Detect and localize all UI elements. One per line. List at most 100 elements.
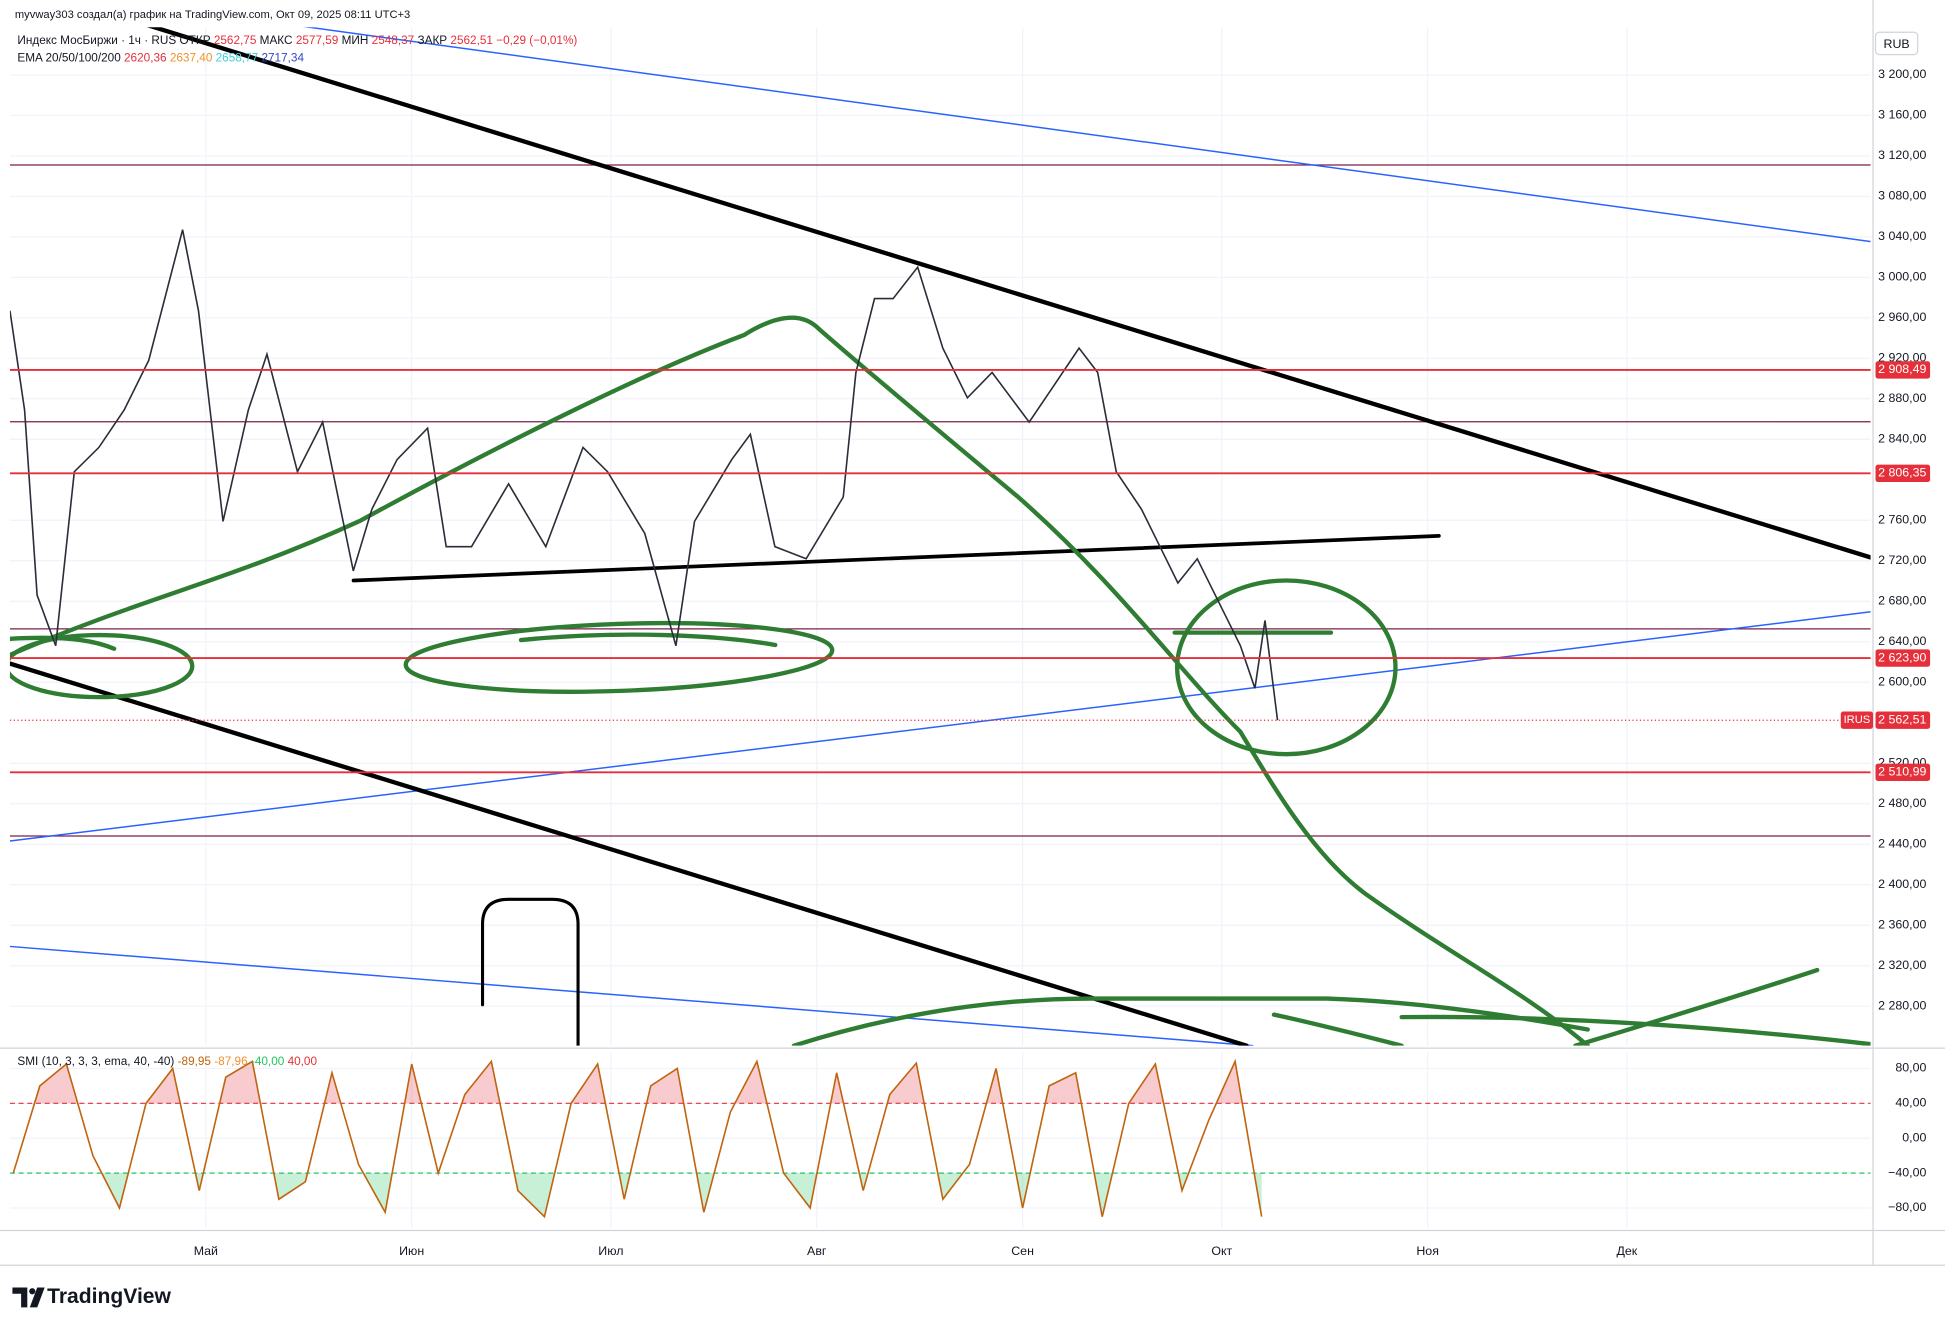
logo-icon [29, 1288, 36, 1295]
legend-label: ОТКР [180, 34, 211, 47]
y-tick-label: 3 120,00 [1878, 148, 1926, 162]
drawing [518, 632, 778, 648]
y-tick-label: 0,00 [1902, 1130, 1926, 1144]
y-tick-label: 2 280,00 [1878, 998, 1926, 1012]
legend-value: 2577,59 [296, 34, 339, 47]
y-tick-label: 2 960,00 [1878, 310, 1926, 324]
logo: TradingView [12, 1285, 172, 1308]
last-price-label: 2 562,51 [1878, 712, 1926, 726]
band-fill [13, 1061, 1262, 1104]
author-line: myvway303 создал(а) график на TradingVie… [15, 9, 410, 21]
series-group [9, 229, 1279, 721]
y-tick-label: 2 880,00 [1878, 391, 1926, 405]
legend-value: 2620,36 [124, 51, 167, 64]
legend: Индекс МосБиржи · 1ч · RUS ОТКР 2562,75 … [17, 34, 577, 47]
y-tick-label: 3 080,00 [1878, 189, 1926, 203]
drawing [480, 897, 580, 1046]
y-tick-label: 80,00 [1895, 1061, 1926, 1075]
y-tick-label: 2 440,00 [1878, 836, 1926, 850]
legend-value: 40,00 [288, 1055, 318, 1068]
trend-line [9, 611, 1871, 842]
y-tick-label: 2 720,00 [1878, 553, 1926, 567]
symbol-tag-box [1840, 711, 1874, 729]
y-tick-label: 2 920,00 [1878, 351, 1926, 365]
price-line [9, 229, 1279, 721]
level-label-box [1875, 464, 1931, 483]
level-label-box [1875, 649, 1931, 667]
drawings [9, 27, 1871, 1046]
drawing [1399, 1014, 1871, 1046]
level-label: 2 623,90 [1878, 650, 1926, 664]
y-tick-label: 2 680,00 [1878, 594, 1926, 608]
drawing [9, 315, 1590, 1046]
legend-value: -87,96 [214, 1055, 248, 1068]
y-tick-label: −40,00 [1888, 1165, 1926, 1179]
legend-value: 2562,51 [450, 34, 493, 47]
y-tick-label: 3 040,00 [1878, 229, 1926, 243]
series-group [9, 1058, 1871, 1219]
x-tick-label: Июл [598, 1244, 623, 1258]
logo-icon [12, 1287, 45, 1308]
legend-value: 2548,37 [372, 34, 415, 47]
x-tick-label: Июн [399, 1244, 424, 1258]
drawing [1573, 967, 1820, 1046]
legend-label: МАКС [260, 34, 293, 47]
trend-line [351, 533, 1441, 583]
x-tick-label: Окт [1211, 1244, 1232, 1258]
y-tick-label: 2 480,00 [1878, 796, 1926, 810]
level-label-box [1875, 763, 1931, 782]
x-tick-label: Сен [1011, 1244, 1034, 1258]
legend-title: EMA 20/50/100/200 [17, 51, 121, 64]
legend: EMA 20/50/100/200 2620,36 2637,40 2658,7… [17, 51, 304, 64]
trend-line [304, 27, 1871, 243]
y-tick-label: 3 160,00 [1878, 108, 1926, 122]
legend-label: ЗАКР [417, 34, 447, 47]
y-tick-label: 2 760,00 [1878, 513, 1926, 527]
legend-title: SMI (10, 3, 3, 3, ema, 40, -40) [17, 1055, 174, 1068]
currency-box[interactable] [1874, 31, 1919, 56]
trend-line [9, 661, 1249, 1046]
symbol-tag: IRUS [1844, 714, 1871, 726]
legend-value: 2637,40 [170, 51, 213, 64]
drawing [9, 632, 195, 700]
drawing [1174, 578, 1398, 757]
band-fill [13, 1173, 1262, 1217]
level-label-box [1875, 361, 1931, 379]
legend: SMI (10, 3, 3, 3, ema, 40, -40) -89,95 -… [17, 1055, 317, 1068]
y-tick-label: 2 360,00 [1878, 917, 1926, 931]
legend-value: -89,95 [178, 1055, 212, 1068]
y-tick-label: 3 200,00 [1878, 67, 1926, 81]
level-label: 2 806,35 [1878, 466, 1926, 480]
x-tick-label: Дек [1616, 1244, 1637, 1258]
drawing [1271, 1012, 1404, 1046]
y-tick-label: 3 000,00 [1878, 270, 1926, 284]
legend-title: Индекс МосБиржи · 1ч · RUS [17, 34, 176, 47]
price-line [12, 1058, 1263, 1219]
legend-value: -40,00 [251, 1055, 285, 1068]
marks-layer [9, 229, 1871, 1219]
x-tick-label: Ноя [1416, 1244, 1439, 1258]
legend-value: 2658,77 [216, 51, 259, 64]
y-tick-label: −80,00 [1888, 1200, 1926, 1214]
last-price-box [1875, 711, 1931, 729]
legend-value: 2717,34 [261, 51, 304, 64]
legend-label: МИН [342, 34, 369, 47]
legend-change: −0,29 (−0,01%) [496, 34, 577, 47]
currency[interactable]: RUB [1884, 37, 1910, 51]
y-tick-label: 2 640,00 [1878, 634, 1926, 648]
y-tick-label: 2 400,00 [1878, 877, 1926, 891]
y-tick-label: 2 600,00 [1878, 675, 1926, 689]
level-label: 2 510,99 [1878, 765, 1926, 779]
x-tick-label: Авг [807, 1244, 827, 1258]
y-tick-label: 2 320,00 [1878, 958, 1926, 972]
drawing [9, 635, 117, 651]
legend-value: 2562,75 [214, 34, 257, 47]
logo-text: TradingView [47, 1285, 171, 1308]
x-tick-label: Май [194, 1244, 218, 1258]
drawing [791, 996, 1590, 1046]
y-tick-label: 40,00 [1895, 1096, 1926, 1110]
y-tick-label: 2 840,00 [1878, 432, 1926, 446]
labels-layer: Май Июн Июл Авг Сен Окт Ноя Дек 3 200,00 3 160,00… [17, 34, 1931, 1258]
